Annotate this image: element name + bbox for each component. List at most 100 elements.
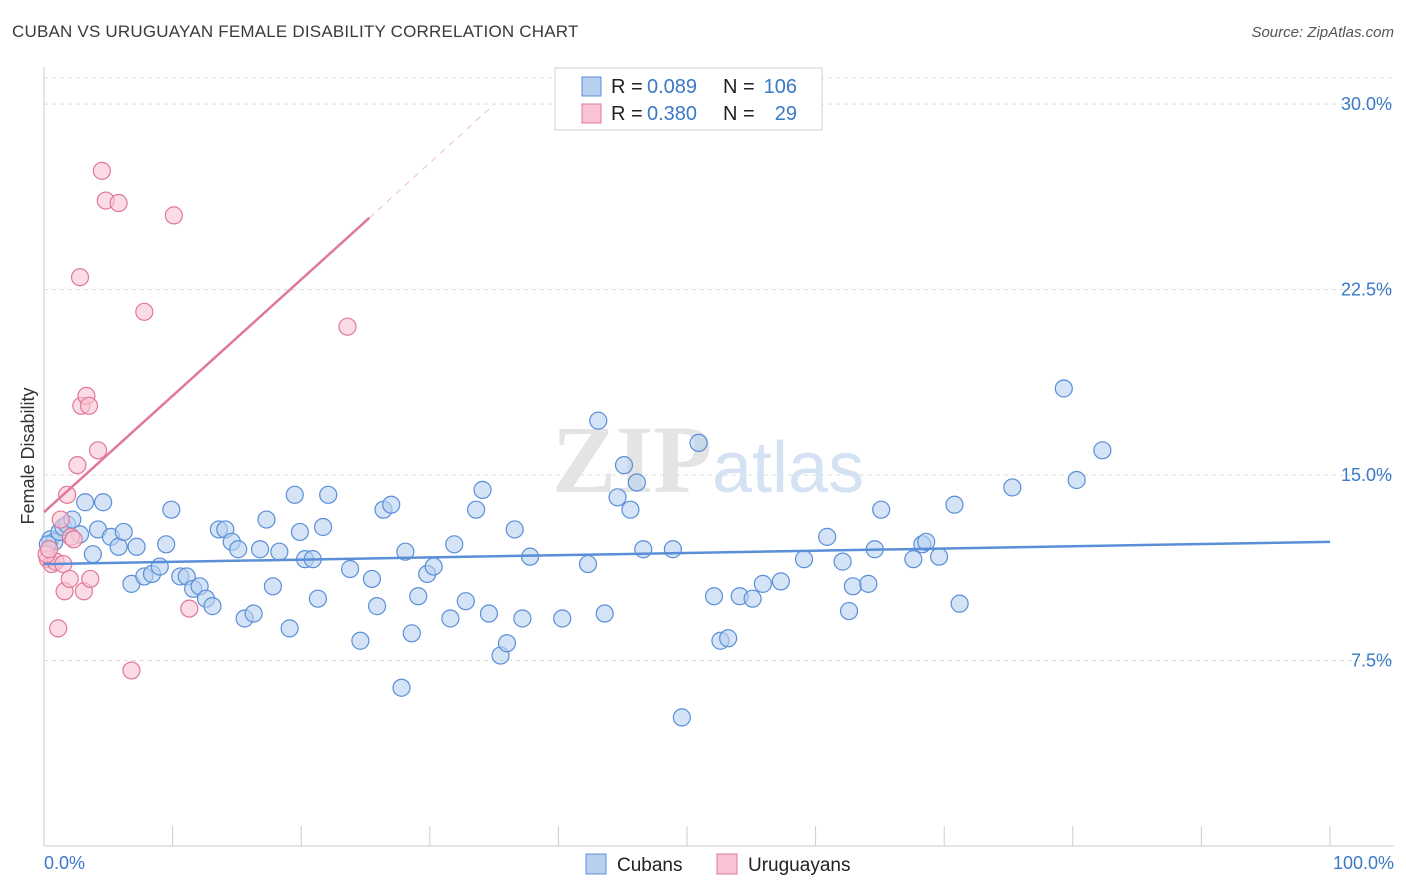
uruguayans-point-7 bbox=[58, 485, 77, 504]
uruguayans-point-4 bbox=[51, 510, 70, 529]
cubans-point-15 bbox=[127, 537, 146, 556]
cubans-point-33 bbox=[250, 540, 270, 559]
uruguayans-point-25 bbox=[180, 599, 199, 618]
cubans-point-104 bbox=[1093, 441, 1112, 460]
cubans-point-59 bbox=[456, 592, 475, 611]
cubans-point-51 bbox=[392, 678, 411, 697]
cubans-point-79 bbox=[689, 433, 708, 452]
cubans-point-74 bbox=[621, 500, 640, 519]
y-tick-label-1: 15.0% bbox=[1341, 465, 1392, 485]
cubans-point-18 bbox=[150, 557, 169, 576]
legend-n-value-uruguayans: 29 bbox=[775, 103, 797, 125]
cubans-point-68 bbox=[553, 609, 572, 628]
legend-r-value-uruguayans: 0.380 bbox=[647, 103, 697, 125]
cubans-point-75 bbox=[627, 473, 646, 492]
legend-n-value-cubans: 106 bbox=[764, 76, 797, 98]
uruguayans-point-19 bbox=[92, 161, 111, 180]
cubans-point-30 bbox=[229, 540, 248, 559]
uruguayans-point-21 bbox=[109, 193, 128, 213]
uruguayans-point-17 bbox=[81, 569, 100, 589]
cubans-point-64 bbox=[497, 634, 517, 653]
legend-swatch-cubans bbox=[581, 76, 602, 97]
cubans-point-50 bbox=[382, 495, 401, 514]
cubans-point-70 bbox=[589, 411, 608, 430]
cubans-point-77 bbox=[663, 540, 682, 559]
watermark-zip: ZIP bbox=[552, 406, 712, 513]
y-axis-title: Female Disability bbox=[18, 387, 38, 524]
watermark-atlas: atlas bbox=[712, 428, 864, 508]
cubans-point-92 bbox=[859, 574, 878, 593]
cubans-point-98 bbox=[929, 547, 949, 566]
legend-bottom: Cubans Uruguayans bbox=[585, 853, 850, 876]
cubans-point-80 bbox=[704, 587, 724, 606]
cubans-point-19 bbox=[157, 535, 176, 554]
y-tick-label-0: 7.5% bbox=[1351, 651, 1392, 671]
legend-r-label-cubans: R = bbox=[611, 76, 643, 98]
cubans-point-76 bbox=[634, 540, 653, 559]
cubans-point-91 bbox=[843, 577, 862, 596]
source-label: Source: ZipAtlas.com bbox=[1251, 24, 1394, 41]
y-tick-label-2: 22.5% bbox=[1341, 280, 1392, 300]
cubans-point-67 bbox=[513, 609, 532, 628]
uruguayans-point-23 bbox=[135, 302, 154, 321]
cubans-point-34 bbox=[257, 510, 276, 529]
uruguayans-point-26 bbox=[338, 317, 357, 336]
cubans-point-20 bbox=[162, 500, 181, 519]
uruguayans-point-16 bbox=[79, 396, 99, 415]
cubans-point-89 bbox=[833, 552, 852, 571]
cubans-point-95 bbox=[904, 550, 923, 569]
cubans-point-35 bbox=[263, 577, 283, 596]
uruguayans-point-22 bbox=[122, 661, 141, 680]
grid-lines bbox=[44, 77, 1394, 662]
legend-swatch-uruguayans bbox=[581, 103, 602, 124]
cubans-point-82 bbox=[719, 629, 738, 648]
cubans-point-54 bbox=[409, 587, 428, 606]
x-tick-label-max: 100.0% bbox=[1333, 853, 1394, 873]
cubans-point-101 bbox=[1003, 478, 1022, 497]
uruguayans-point-18 bbox=[88, 441, 108, 460]
uruguayans-point-28 bbox=[40, 540, 59, 559]
chart-title: CUBAN VS URUGUAYAN FEMALE DISABILITY COR… bbox=[12, 22, 579, 41]
cubans-point-78 bbox=[672, 708, 691, 727]
cubans-point-103 bbox=[1067, 470, 1086, 490]
cubans-point-47 bbox=[362, 569, 382, 589]
cubans-point-57 bbox=[441, 609, 460, 628]
cubans-point-53 bbox=[402, 624, 421, 643]
cubans-point-38 bbox=[285, 485, 304, 504]
uruguayans-point-10 bbox=[64, 530, 83, 549]
legend-bottom-label-uruguayans[interactable]: Uruguayans bbox=[748, 855, 850, 876]
cubans-point-69 bbox=[578, 554, 598, 574]
data-points bbox=[37, 161, 1112, 727]
cubans-point-58 bbox=[445, 535, 464, 554]
cubans-point-10 bbox=[94, 493, 113, 512]
legend-n-label-uruguayans: N = bbox=[723, 103, 755, 125]
x-tick-label-min: 0.0% bbox=[44, 853, 85, 873]
cubans-point-43 bbox=[313, 517, 333, 537]
legend-bottom-swatch-uruguayans[interactable] bbox=[716, 853, 738, 875]
cubans-point-36 bbox=[270, 542, 289, 561]
cubans-point-72 bbox=[608, 488, 627, 507]
cubans-point-32 bbox=[244, 604, 263, 623]
uruguayans-point-24 bbox=[164, 206, 183, 225]
cubans-point-88 bbox=[818, 527, 837, 546]
cubans-point-61 bbox=[473, 480, 492, 499]
cubans-point-60 bbox=[466, 500, 486, 519]
legend-bottom-swatch-cubans[interactable] bbox=[585, 853, 607, 875]
uruguayans-trend-line bbox=[43, 216, 371, 514]
legend-r-value-cubans: 0.089 bbox=[647, 76, 697, 98]
cubans-point-46 bbox=[351, 631, 370, 650]
legend-bottom-label-cubans[interactable]: Cubans bbox=[617, 855, 683, 876]
cubans-point-102 bbox=[1054, 379, 1073, 398]
cubans-point-8 bbox=[83, 545, 102, 564]
cubans-point-65 bbox=[505, 520, 524, 539]
cubans-point-39 bbox=[290, 522, 310, 542]
cubans-point-7 bbox=[76, 493, 95, 512]
cubans-point-86 bbox=[771, 572, 790, 591]
legend-r-label-uruguayans: R = bbox=[611, 103, 643, 125]
cubans-trend-line bbox=[43, 540, 1331, 566]
uruguayans-point-8 bbox=[60, 569, 79, 589]
uruguayans-trend-extension bbox=[369, 108, 490, 219]
uruguayans-point-3 bbox=[49, 619, 68, 638]
cubans-point-44 bbox=[319, 485, 338, 504]
